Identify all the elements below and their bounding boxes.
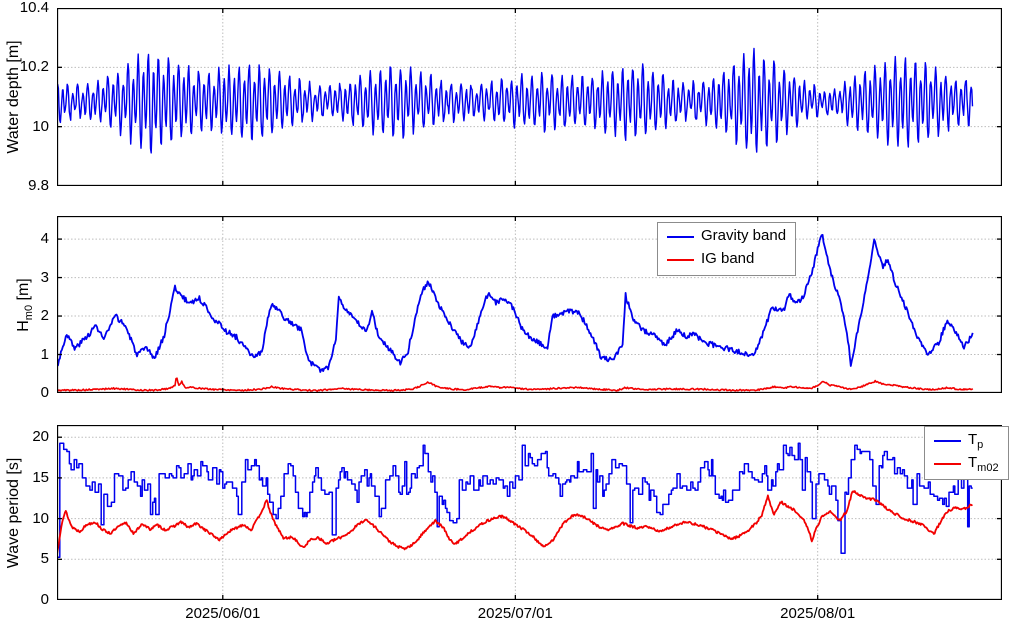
x-tick-label: 2025/07/01	[477, 605, 553, 622]
y-tick-label: 2	[40, 307, 49, 325]
y-tick-label: 10.2	[19, 58, 49, 76]
legend-item-gravity-band: Gravity band	[667, 227, 786, 247]
hm0-chart	[57, 216, 1002, 393]
legend-wave-period: Tp Tm02	[924, 426, 1009, 480]
y-tick-label: 4	[40, 230, 49, 248]
y-tick-label: 9.8	[28, 177, 49, 194]
legend-label-ig-band: IG band	[701, 250, 755, 267]
wave-period-chart	[57, 425, 1002, 600]
y-tick-label: 3	[40, 268, 49, 286]
y-tick-label: 0	[40, 591, 49, 608]
gravity-band-line-swatch	[667, 236, 694, 238]
y-tick-label: 0	[40, 384, 49, 401]
legend-item-ig-band: IG band	[667, 250, 786, 270]
legend-label-gravity-band: Gravity band	[701, 227, 787, 244]
x-tick-label: 2025/06/01	[185, 605, 261, 622]
y-tick-label: 15	[32, 468, 49, 486]
ig-band-line-swatch	[667, 259, 694, 261]
legend-item-tp: Tp	[934, 431, 999, 451]
legend-label-tp: Tp	[968, 431, 984, 451]
y-tick-label: 20	[32, 428, 49, 446]
legend-hm0: Gravity band IG band	[657, 222, 797, 276]
tm02-line-swatch	[934, 463, 961, 465]
y-tick-label: 1	[40, 345, 49, 363]
y-tick-label: 10	[32, 509, 49, 527]
legend-item-tm02: Tm02	[934, 454, 999, 474]
y-tick-label: 10.4	[19, 0, 49, 16]
x-tick-label: 2025/08/01	[780, 605, 856, 622]
y-tick-label: 5	[40, 550, 49, 568]
y-tick-label: 10	[32, 117, 49, 135]
tp-line-swatch	[934, 440, 961, 442]
water-depth-chart	[57, 8, 1002, 186]
legend-label-tm02: Tm02	[968, 454, 999, 474]
